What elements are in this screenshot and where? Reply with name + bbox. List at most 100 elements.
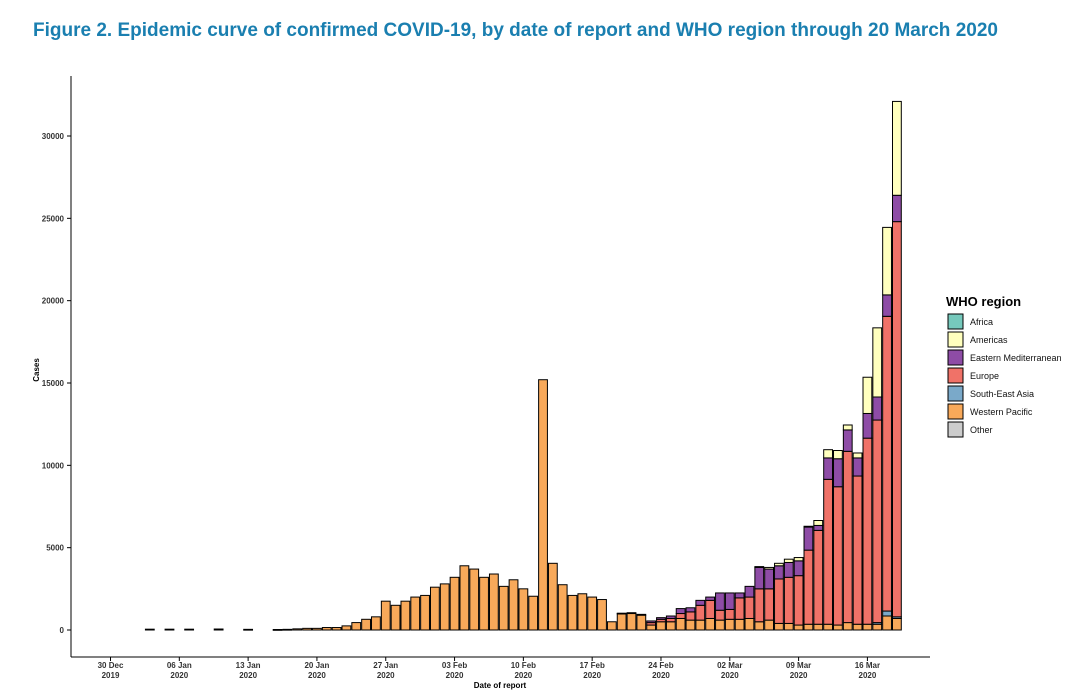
- bar-day-58: [675, 608, 686, 631]
- x-tick-label-date: 20 Jan: [304, 661, 329, 670]
- bar-segment-em: [675, 608, 686, 615]
- bar-segment-wp: [882, 615, 892, 631]
- bar-segment-wp: [842, 622, 853, 631]
- bar-day-54: [636, 613, 647, 631]
- legend-swatch: [947, 403, 964, 420]
- bar-segment-em: [724, 592, 735, 610]
- legend-label: Africa: [970, 317, 993, 327]
- legend-label: Eastern Mediterranean: [970, 353, 1062, 363]
- bar-segment-am: [872, 327, 883, 398]
- x-tick-label-year: 2020: [239, 671, 257, 680]
- bar-day-56: [656, 617, 666, 631]
- bar-segment-wp: [213, 628, 224, 631]
- x-tick-label-date: 27 Jan: [373, 661, 398, 670]
- bar-day-38: [479, 576, 489, 631]
- bar-segment-am: [803, 525, 814, 528]
- bar-day-37: [469, 568, 480, 631]
- bar-segment-wp: [695, 619, 706, 631]
- bar-day-26: [361, 618, 371, 631]
- bar-segment-wp: [488, 573, 499, 631]
- x-tick-label-date: 16 Mar: [855, 661, 880, 670]
- bar-segment-wp: [754, 621, 765, 631]
- legend-label: Europe: [970, 371, 999, 381]
- bar-segment-em: [892, 194, 902, 223]
- bar-segment-wp: [744, 617, 755, 631]
- x-tick-label-date: 09 Mar: [786, 661, 811, 670]
- y-axis-title: Cases: [32, 358, 41, 382]
- bar-segment-eu: [872, 419, 883, 624]
- bar-segment-em: [764, 568, 775, 590]
- bar-day-77: [862, 376, 873, 631]
- bar-segment-eu: [636, 613, 647, 616]
- bar-day-55: [646, 620, 657, 631]
- bar-segment-eu: [695, 604, 706, 621]
- bar-segment-em: [823, 457, 833, 480]
- bar-day-41: [508, 579, 519, 631]
- bar-segment-wp: [862, 623, 873, 631]
- bar-day-67: [764, 566, 775, 631]
- bar-segment-wp: [282, 628, 293, 631]
- bar-segment-em: [734, 592, 745, 599]
- bar-segment-wp: [390, 604, 401, 631]
- x-tick-label-date: 24 Feb: [648, 661, 673, 670]
- y-tick-label: 25000: [42, 214, 65, 223]
- bar-segment-em: [665, 615, 676, 619]
- bar-day-11: [213, 628, 224, 631]
- bar-segment-eu: [724, 608, 735, 620]
- bar-day-45: [547, 562, 558, 631]
- bar-segment-wp: [331, 627, 342, 631]
- x-tick-label-date: 10 Feb: [511, 661, 536, 670]
- bar-day-68: [774, 562, 784, 631]
- bar-segment-em: [774, 565, 784, 580]
- bar-day-69: [783, 558, 794, 631]
- bar-segment-eu: [754, 588, 765, 623]
- bar-day-50: [597, 599, 607, 631]
- bar-segment-wp: [852, 623, 863, 631]
- bar-day-30: [400, 600, 411, 631]
- bar-segment-wp: [734, 618, 745, 631]
- bar-segment-em: [695, 599, 706, 606]
- bar-segment-em: [783, 561, 794, 578]
- bar-segment-wp: [892, 617, 902, 631]
- bar-day-49: [587, 596, 598, 631]
- legend-label: South-East Asia: [970, 389, 1034, 399]
- bar-segment-em: [852, 457, 863, 477]
- bar-segment-wp: [479, 576, 489, 631]
- legend-title: WHO region: [946, 294, 1021, 309]
- bar-segment-am: [892, 100, 902, 196]
- bar-segment-eu: [892, 221, 902, 618]
- bars-layer: [144, 100, 902, 631]
- bar-day-74: [833, 450, 843, 631]
- bar-day-59: [685, 607, 696, 631]
- legend-swatch: [947, 349, 964, 366]
- x-tick-label-date: 13 Jan: [236, 661, 261, 670]
- bar-segment-eu: [774, 578, 784, 624]
- bar-segment-em: [842, 429, 853, 452]
- bar-day-25: [351, 622, 362, 631]
- bar-segment-wp: [597, 599, 607, 631]
- bar-segment-eu: [764, 588, 775, 621]
- bar-segment-wp: [292, 628, 303, 631]
- legend-items: Africa Americas Eastern Mediterranean Europ…: [947, 313, 1062, 438]
- bar-segment-wp: [626, 613, 637, 631]
- bar-day-40: [498, 585, 509, 631]
- bar-day-29: [390, 604, 401, 631]
- bar-day-60: [695, 599, 706, 631]
- bar-segment-wp: [823, 623, 833, 631]
- bar-segment-wp: [675, 617, 686, 631]
- bar-day-62: [715, 592, 725, 631]
- bar-segment-eu: [705, 599, 716, 619]
- bar-day-18: [282, 628, 293, 631]
- legend-swatch: [947, 421, 964, 438]
- bar-segment-wp: [724, 618, 735, 631]
- bar-segment-wp: [184, 628, 195, 631]
- x-tick-label-year: 2020: [721, 671, 739, 680]
- y-tick-label: 30000: [42, 132, 65, 141]
- bar-segment-wp: [538, 379, 548, 631]
- bar-segment-am: [754, 566, 765, 568]
- bar-segment-wp: [371, 616, 381, 631]
- bar-day-71: [803, 525, 814, 631]
- x-tick-label-year: 2020: [514, 671, 532, 680]
- bar-segment-em: [754, 566, 765, 590]
